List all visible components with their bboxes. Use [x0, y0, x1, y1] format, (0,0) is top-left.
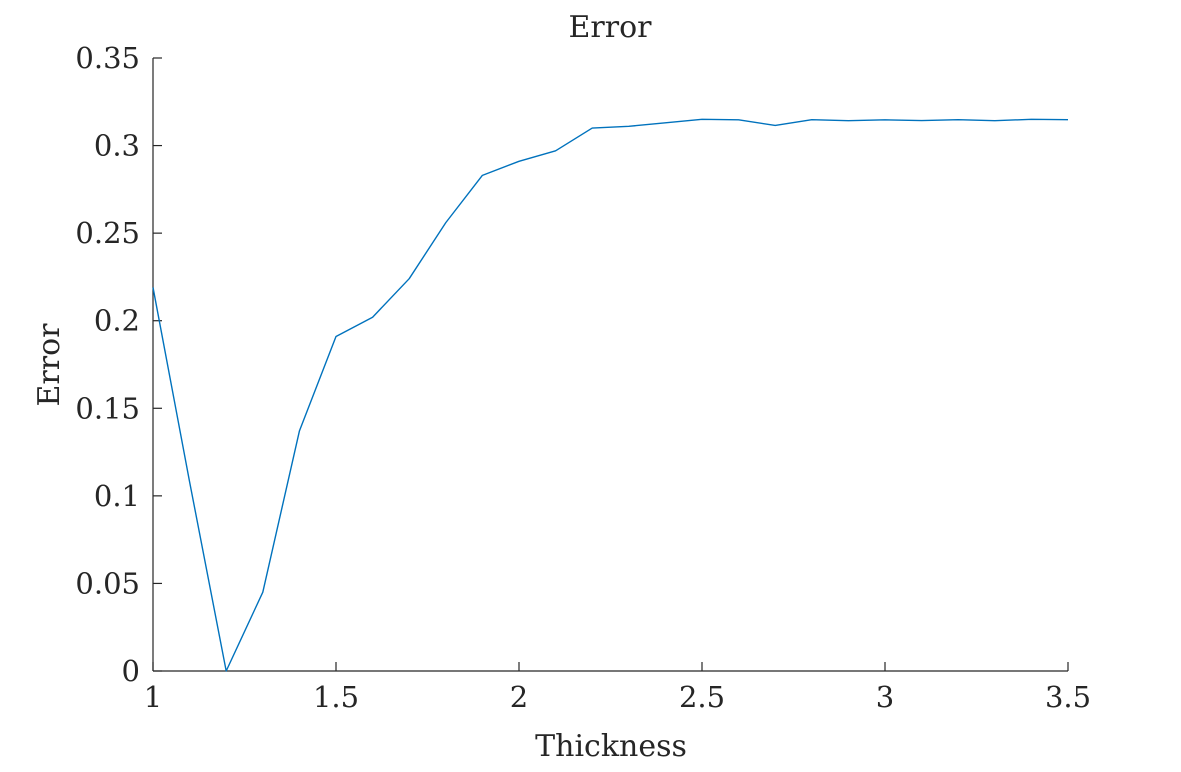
y-tick-label: 0.05 — [75, 566, 140, 600]
x-axis-ticks: 1 1.5 2 2.5 3 3.5 — [144, 662, 1091, 714]
chart-title: Error — [569, 10, 653, 45]
x-tick-label: 1.5 — [313, 680, 359, 714]
x-tick-label: 2.5 — [679, 680, 725, 714]
y-axis-title: Error — [32, 323, 67, 407]
y-tick-label: 0 — [122, 654, 140, 688]
x-tick-label: 3 — [876, 680, 894, 714]
series-lines — [153, 119, 1068, 671]
y-tick-label: 0.35 — [75, 41, 140, 75]
y-tick-label: 0.2 — [94, 304, 140, 338]
axes — [153, 58, 1068, 671]
y-tick-label: 0.1 — [94, 479, 140, 513]
x-tick-label: 2 — [510, 680, 528, 714]
y-axis-ticks: 0 0.05 0.1 0.15 0.2 0.25 0.3 0.35 — [75, 41, 162, 688]
y-tick-label: 0.25 — [75, 216, 140, 250]
y-tick-label: 0.3 — [94, 129, 140, 163]
series-line-0 — [153, 119, 1068, 671]
y-tick-label: 0.15 — [75, 391, 140, 425]
x-axis-title: Thickness — [535, 729, 687, 764]
x-tick-label: 1 — [144, 680, 162, 714]
x-tick-label: 3.5 — [1045, 680, 1091, 714]
